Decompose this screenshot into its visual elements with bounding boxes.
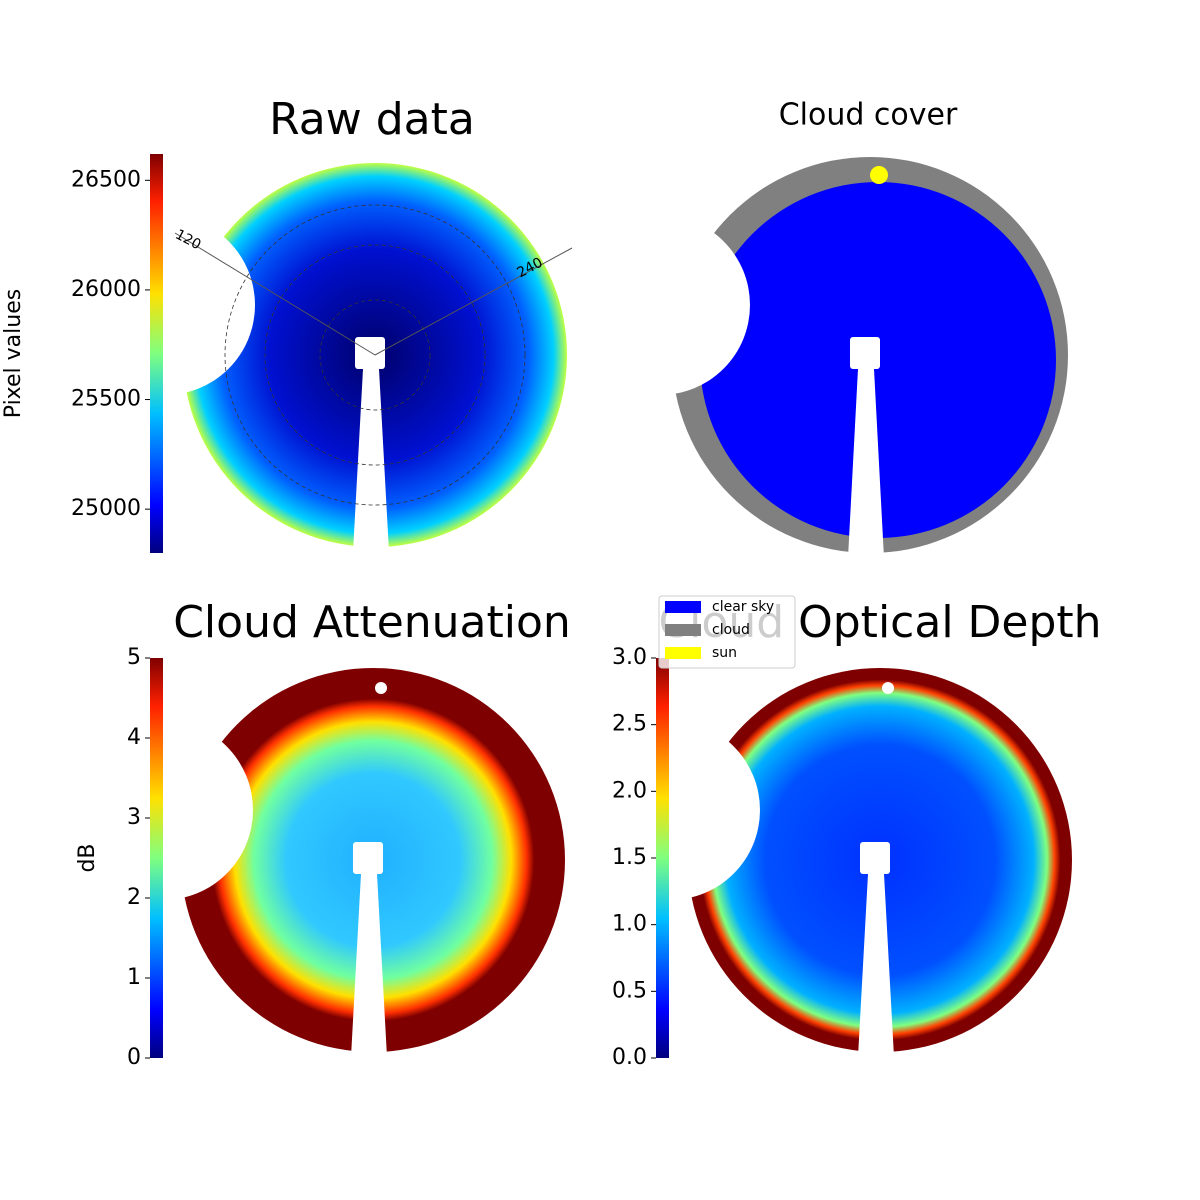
colorbar-tick-label: 4 xyxy=(127,725,141,750)
horizon-cutout xyxy=(75,215,255,395)
colorbar-tick-label: 25500 xyxy=(71,387,141,412)
colorbar-tick-label: 0.0 xyxy=(612,1045,647,1070)
colorbar-tick-label: 3.0 xyxy=(612,645,647,670)
colorbar xyxy=(656,658,669,1058)
colorbar xyxy=(150,154,163,553)
pole-shadow xyxy=(351,874,387,1057)
colorbar-tick-label: 1.0 xyxy=(612,912,647,937)
legend-swatch xyxy=(665,601,701,613)
polar-grid-circle xyxy=(264,244,486,466)
colorbar-tick-label: 2 xyxy=(127,885,141,910)
sun-disk xyxy=(870,166,888,184)
pole-shadow xyxy=(848,369,884,558)
polar-grid-circle xyxy=(224,204,526,506)
sky-image xyxy=(75,163,567,552)
legend-swatch xyxy=(665,647,701,659)
pole-mount xyxy=(355,337,385,369)
colorbar-label: dB xyxy=(75,843,100,872)
panel-title: Cloud Attenuation xyxy=(173,597,571,648)
polar-grid-line xyxy=(374,247,573,356)
sky-image xyxy=(73,668,565,1057)
legend-label: cloud xyxy=(712,622,750,638)
pole-mount xyxy=(860,842,890,874)
colorbar-tick-label: 0.5 xyxy=(612,978,647,1003)
horizon-cutout xyxy=(570,215,750,395)
colorbar-label: Pixel values xyxy=(1,289,26,418)
panel-title: Cloud cover xyxy=(779,98,958,133)
legend-swatch xyxy=(665,624,701,636)
colorbar-tick-label: 3 xyxy=(127,805,141,830)
colorbar-tick-label: 2.0 xyxy=(612,778,647,803)
legend-label: clear sky xyxy=(712,599,774,615)
pole-mount xyxy=(850,337,880,369)
pole-mount xyxy=(353,842,383,874)
pole-shadow xyxy=(858,874,894,1057)
sky-image xyxy=(580,668,1072,1057)
legend: clear sky cloud sun xyxy=(658,595,796,669)
colorbar-tick-label: 26000 xyxy=(71,277,141,302)
colorbar-tick-label: 0 xyxy=(127,1045,141,1070)
colorbar-tick-label: 2.5 xyxy=(612,712,647,737)
colorbar-tick-label: 5 xyxy=(127,645,141,670)
colorbar-tick-label: 26500 xyxy=(71,167,141,192)
sun-mask xyxy=(375,682,387,694)
panel-title: Raw data xyxy=(269,94,475,145)
pole-shadow xyxy=(353,369,389,552)
colorbar-tick-label: 25000 xyxy=(71,496,141,521)
colorbar xyxy=(150,658,163,1058)
legend-label: sun xyxy=(712,645,737,661)
horizon-cutout xyxy=(580,720,760,900)
sky-image xyxy=(570,157,1068,558)
polar-grid-circle xyxy=(319,299,431,411)
sun-mask xyxy=(882,682,894,694)
colorbar-tick-label: 1 xyxy=(127,965,141,990)
polar-grid-line xyxy=(174,232,376,356)
colorbar-tick-label: 1.5 xyxy=(612,845,647,870)
